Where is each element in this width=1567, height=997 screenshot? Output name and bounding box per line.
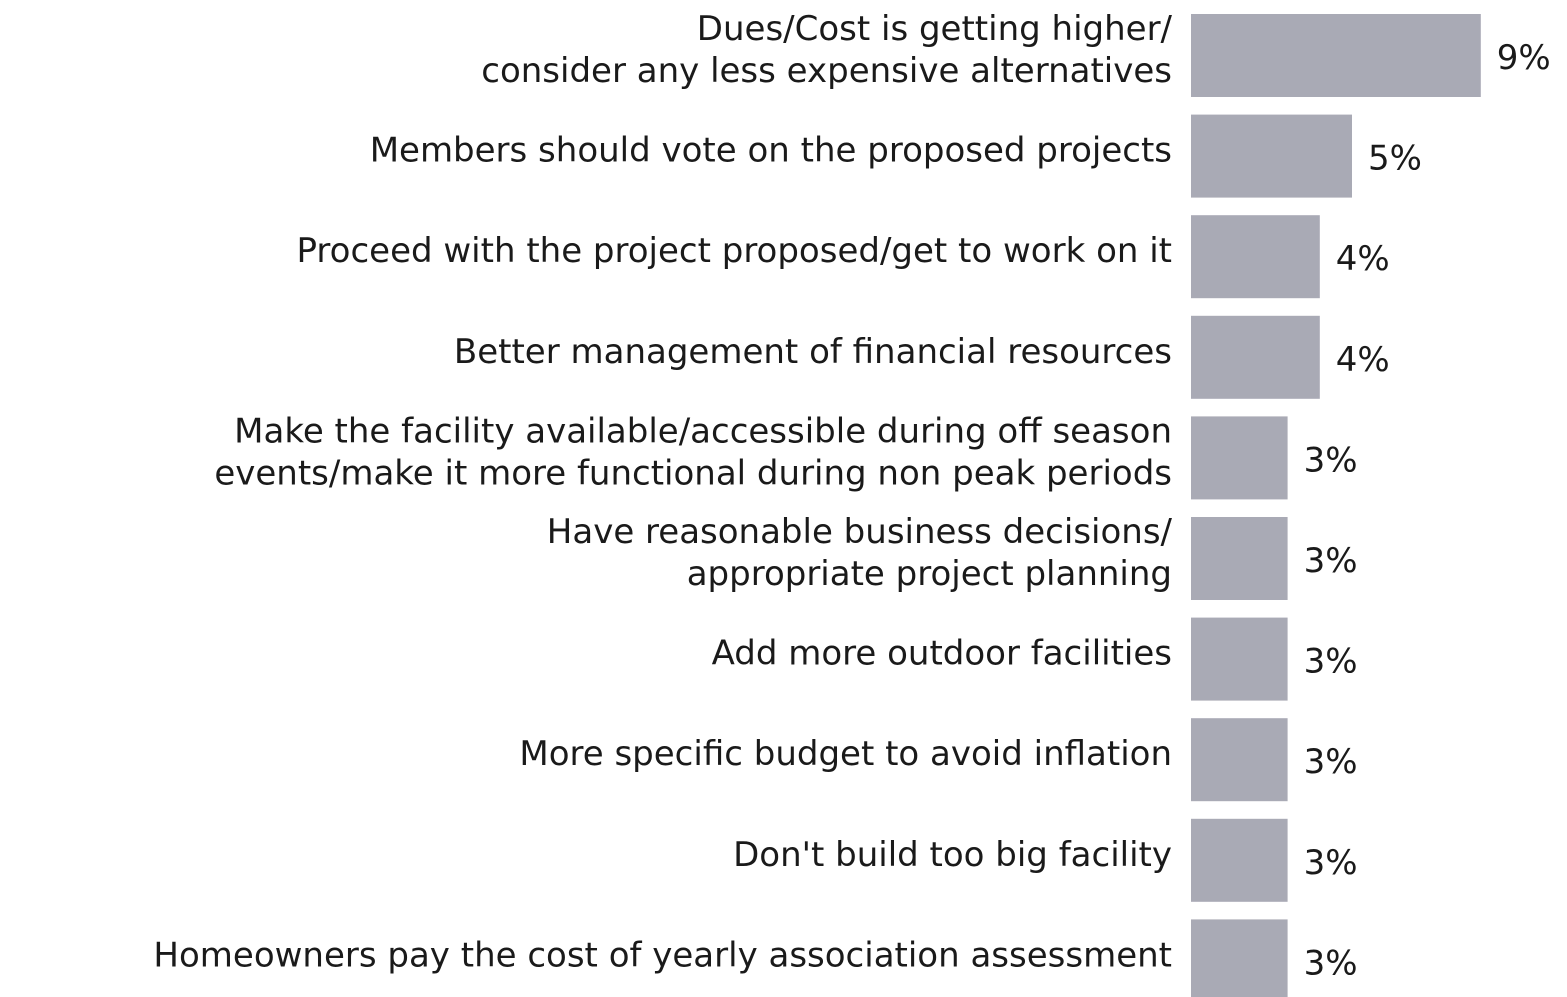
category-label: Don't build too big facility xyxy=(733,835,1172,875)
value-label: 3% xyxy=(1304,742,1358,782)
bar xyxy=(1191,617,1288,701)
value-label: 3% xyxy=(1304,843,1358,883)
category-label: Members should vote on the proposed proj… xyxy=(370,131,1172,171)
category-label: appropriate project planning xyxy=(687,554,1172,594)
bar xyxy=(1191,718,1288,802)
category-label: Dues/Cost is getting higher/ xyxy=(697,9,1173,49)
category-label: events/make it more functional during no… xyxy=(214,453,1172,493)
value-label: 4% xyxy=(1336,340,1390,380)
category-label: Add more outdoor facilities xyxy=(712,634,1172,674)
bar xyxy=(1191,114,1352,198)
value-label: 4% xyxy=(1336,239,1390,279)
value-label: 9% xyxy=(1497,38,1551,78)
category-label: consider any less expensive alternatives xyxy=(481,51,1172,91)
bar xyxy=(1191,315,1320,399)
value-label: 3% xyxy=(1304,440,1358,480)
bar xyxy=(1191,818,1288,902)
value-label: 3% xyxy=(1304,642,1358,682)
value-label: 3% xyxy=(1304,541,1358,581)
bar xyxy=(1191,919,1288,997)
bar xyxy=(1191,215,1320,299)
category-label: More specific budget to avoid inflation xyxy=(519,734,1172,774)
bar xyxy=(1191,517,1288,600)
bar xyxy=(1191,14,1481,97)
category-label: Homeowners pay the cost of yearly associ… xyxy=(153,935,1172,975)
bar xyxy=(1191,416,1288,500)
value-label: 3% xyxy=(1304,943,1358,983)
value-label: 5% xyxy=(1368,139,1422,179)
category-label: Make the facility available/accessible d… xyxy=(234,411,1172,451)
category-label: Better management of financial resources xyxy=(454,332,1172,372)
category-label: Proceed with the project proposed/get to… xyxy=(297,231,1172,271)
category-label: Have reasonable business decisions/ xyxy=(547,512,1173,552)
